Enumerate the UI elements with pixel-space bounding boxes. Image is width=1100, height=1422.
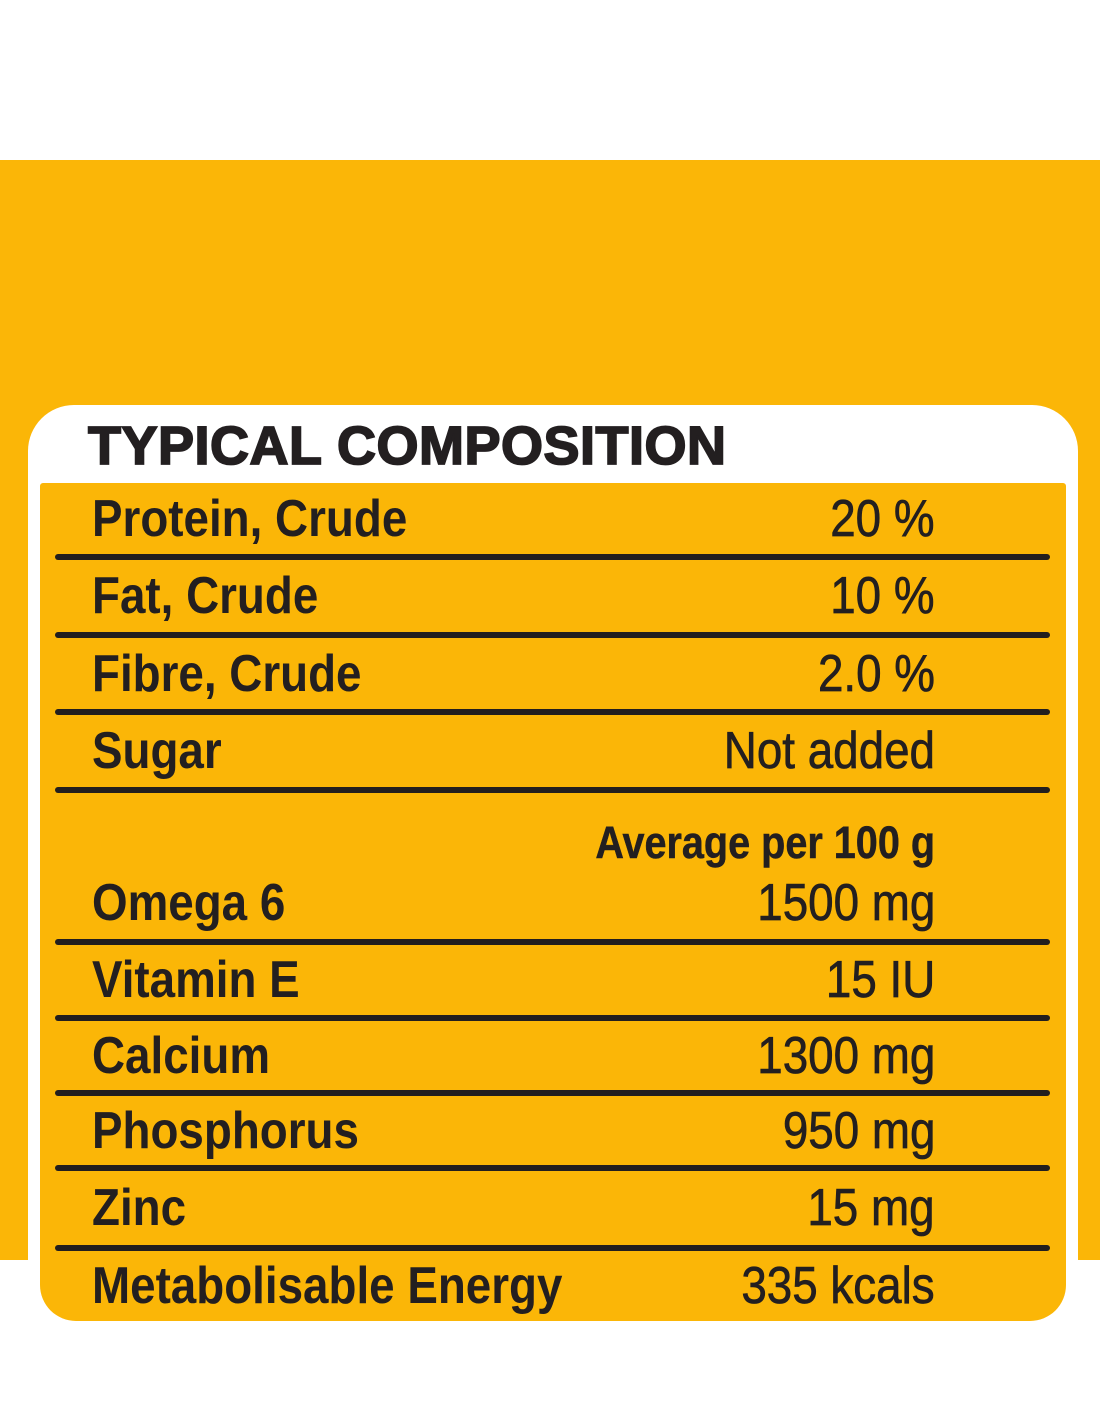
table-row: Calcium 1300 mg: [40, 1021, 1066, 1090]
composition-table: Protein, Crude 20 % Fat, Crude 10 % Fibr…: [40, 483, 1066, 1321]
table-row: Vitamin E 15 IU: [40, 945, 1066, 1015]
row-divider: [55, 1015, 1050, 1021]
table-row: Protein, Crude 20 %: [40, 483, 1066, 554]
row-value: 20 %: [830, 489, 935, 548]
row-value: 15 IU: [825, 951, 935, 1010]
row-label: Fibre, Crude: [92, 644, 362, 703]
section-header: Average per 100 g: [595, 817, 935, 868]
row-value: 1300 mg: [756, 1026, 936, 1085]
panel-title: TYPICAL COMPOSITION: [87, 415, 727, 477]
table-row: Sugar Not added: [40, 715, 1066, 787]
section-header-line: Average per 100 g: [40, 817, 1066, 868]
row-divider: [55, 1090, 1050, 1096]
row-label: Metabolisable Energy: [92, 1256, 563, 1315]
row-label: Zinc: [92, 1179, 187, 1237]
row-divider: [55, 1165, 1050, 1171]
table-row: Phosphorus 950 mg: [40, 1096, 1066, 1165]
row-label: Omega 6: [92, 874, 286, 932]
row-divider: [55, 709, 1050, 715]
row-value: 10 %: [830, 567, 935, 626]
row-label: Phosphorus: [92, 1101, 359, 1160]
row-label: Sugar: [92, 722, 222, 780]
row-value: 15 mg: [807, 1179, 936, 1238]
row-label: Protein, Crude: [92, 489, 408, 548]
row-label: Calcium: [92, 1026, 271, 1085]
yellow-background-band: TYPICAL COMPOSITION Protein, Crude 20 % …: [0, 160, 1100, 1333]
table-row: Metabolisable Energy 335 kcals: [40, 1251, 1066, 1320]
row-divider: [55, 787, 1050, 793]
row-value: Not added: [723, 722, 936, 781]
row-value: 1500 mg: [756, 874, 936, 933]
table-row: Omega 6 1500 mg: [40, 874, 1066, 933]
row-divider: [55, 554, 1050, 560]
row-label: Fat, Crude: [92, 567, 319, 625]
row-divider: [55, 1245, 1050, 1251]
row-divider: [55, 632, 1050, 638]
row-value: 335 kcals: [741, 1256, 935, 1315]
table-row: Fat, Crude 10 %: [40, 560, 1066, 632]
row-value: 950 mg: [782, 1101, 935, 1160]
row-value: 2.0 %: [817, 644, 936, 703]
table-row: Zinc 15 mg: [40, 1171, 1066, 1245]
row-divider: [55, 939, 1050, 945]
row-label: Vitamin E: [92, 951, 300, 1009]
composition-panel: TYPICAL COMPOSITION Protein, Crude 20 % …: [28, 405, 1078, 1333]
per-100g-section: Average per 100 g Omega 6 1500 mg: [40, 793, 1066, 939]
table-row: Fibre, Crude 2.0 %: [40, 638, 1066, 709]
